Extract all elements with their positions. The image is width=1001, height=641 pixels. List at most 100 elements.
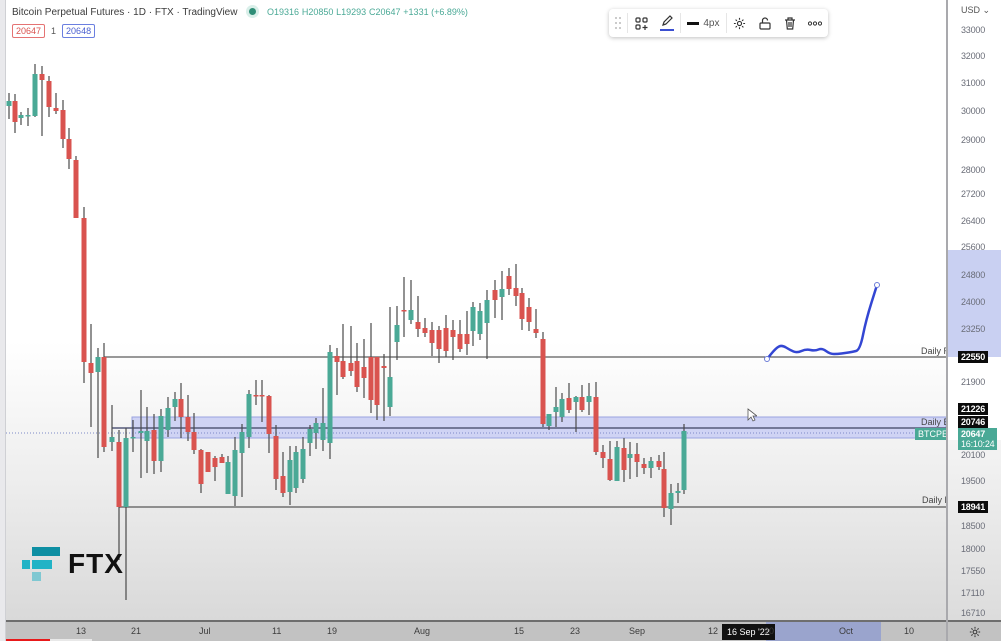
candle-body bbox=[95, 357, 101, 372]
daily-rl-price-tag: 18941 bbox=[958, 501, 989, 513]
time-tick: 13 bbox=[76, 626, 87, 636]
currency-selector[interactable]: USD ⌄ bbox=[961, 5, 991, 15]
candle-body bbox=[232, 450, 238, 496]
candle-body bbox=[368, 357, 374, 400]
time-tick: Oct bbox=[839, 626, 854, 636]
candle-body bbox=[579, 397, 585, 410]
candle-body bbox=[499, 289, 505, 297]
candle-body bbox=[661, 469, 667, 508]
candle-body bbox=[6, 101, 12, 106]
candle-body bbox=[287, 460, 293, 492]
candle-body bbox=[559, 399, 565, 417]
candle-body bbox=[239, 432, 245, 453]
candle-body bbox=[361, 367, 367, 378]
time-axis[interactable]: 16 Sep '22 13 21 Jul 11 19 Aug 15 23 Sep 12 20 Oct 1… bbox=[6, 620, 946, 641]
candle-body bbox=[293, 452, 299, 488]
crosshair-price-tag: 21226 bbox=[958, 403, 989, 415]
price-tick: 26400 bbox=[961, 216, 986, 226]
candle-body bbox=[681, 431, 687, 490]
gear-icon[interactable] bbox=[727, 9, 752, 37]
line-color-swatch bbox=[660, 29, 675, 31]
ftx-logo: FTX bbox=[20, 547, 124, 581]
candle-body bbox=[470, 307, 476, 331]
candle-body bbox=[533, 329, 539, 333]
candle-body bbox=[656, 461, 662, 467]
chart-settings-button[interactable] bbox=[948, 620, 1001, 641]
time-tick: 15 bbox=[514, 626, 525, 636]
candle-body bbox=[381, 366, 387, 368]
daily-eq-price-tag: 20746 bbox=[958, 416, 989, 428]
price-tick: 21900 bbox=[961, 377, 986, 387]
candle-body bbox=[138, 431, 144, 433]
time-tick: Aug bbox=[414, 626, 431, 636]
candle-body bbox=[586, 396, 592, 402]
plot-area[interactable] bbox=[6, 0, 946, 620]
candle-body bbox=[401, 310, 407, 312]
sell-button[interactable]: 20647 bbox=[12, 24, 46, 38]
mouse-cursor-icon bbox=[747, 408, 757, 422]
chart-legend: Bitcoin Perpetual Futures · 1D · FTX · T… bbox=[12, 7, 468, 18]
candle-body bbox=[648, 461, 654, 468]
line-color-button[interactable] bbox=[655, 9, 680, 37]
price-tick: 27200 bbox=[961, 189, 986, 199]
candle-body bbox=[394, 325, 400, 342]
candle-body bbox=[32, 74, 38, 116]
candle-body bbox=[212, 458, 218, 467]
time-tick: 10 bbox=[904, 626, 915, 636]
line-width-icon bbox=[687, 21, 700, 25]
price-tick: 24000 bbox=[961, 297, 986, 307]
trash-icon[interactable] bbox=[777, 9, 802, 37]
candle-body bbox=[39, 74, 45, 80]
candle-body bbox=[573, 397, 579, 402]
drag-handle-icon[interactable] bbox=[609, 9, 627, 37]
price-tick: 30000 bbox=[961, 106, 986, 116]
candle-body bbox=[415, 322, 421, 329]
buy-button[interactable]: 20648 bbox=[62, 24, 96, 38]
candle-body bbox=[464, 334, 470, 344]
last-price-value: 20647 bbox=[961, 429, 986, 439]
price-axis[interactable]: USD ⌄ 22550 21226 20746 20647 16:10:24 1… bbox=[948, 0, 1001, 620]
candle-body bbox=[540, 339, 546, 424]
candle-body bbox=[81, 218, 87, 362]
candle-body bbox=[519, 293, 525, 319]
candle-body bbox=[151, 430, 157, 461]
line-width-button[interactable]: 4px bbox=[681, 9, 726, 37]
candle-body bbox=[66, 139, 72, 159]
symbol-title[interactable]: Bitcoin Perpetual Futures · 1D · FTX · T… bbox=[12, 7, 238, 18]
candle-body bbox=[88, 363, 94, 373]
ohlc-high: H20850 bbox=[301, 7, 334, 17]
candle-body bbox=[513, 288, 519, 296]
candle-body bbox=[25, 115, 31, 117]
price-tick: 20100 bbox=[961, 450, 986, 460]
trade-buttons: 20647 1 20648 bbox=[12, 24, 96, 38]
candle-body bbox=[450, 330, 456, 337]
daily-rl-label: Daily RL bbox=[922, 495, 957, 505]
candle-body bbox=[116, 442, 122, 507]
candle-body bbox=[340, 361, 346, 377]
candle-body bbox=[484, 300, 490, 323]
candle-body bbox=[73, 160, 79, 218]
price-tick: 18500 bbox=[961, 521, 986, 531]
template-icon[interactable] bbox=[627, 9, 654, 37]
candle-body bbox=[178, 399, 184, 417]
last-price-tag: 20647 16:10:24 bbox=[958, 428, 998, 450]
candle-body bbox=[408, 310, 414, 320]
candle-body bbox=[191, 432, 197, 450]
left-edge bbox=[0, 0, 6, 641]
video-buffer-bar bbox=[50, 639, 92, 641]
candle-body bbox=[130, 437, 136, 439]
candle-body bbox=[307, 429, 313, 443]
ftx-logo-icon bbox=[22, 547, 60, 581]
more-icon[interactable] bbox=[803, 9, 828, 37]
candle-body bbox=[634, 454, 640, 462]
drawing-toolbar: 4px bbox=[609, 9, 828, 37]
price-axis-selection bbox=[948, 250, 1001, 357]
video-progress-bar bbox=[6, 639, 50, 641]
candle-body bbox=[607, 459, 613, 480]
price-tick: 17110 bbox=[961, 588, 985, 598]
price-tick: 16710 bbox=[961, 608, 986, 618]
candle-body bbox=[300, 449, 306, 479]
unlock-icon[interactable] bbox=[752, 9, 777, 37]
pencil-icon bbox=[662, 15, 674, 26]
candlestick-chart[interactable] bbox=[0, 0, 946, 620]
